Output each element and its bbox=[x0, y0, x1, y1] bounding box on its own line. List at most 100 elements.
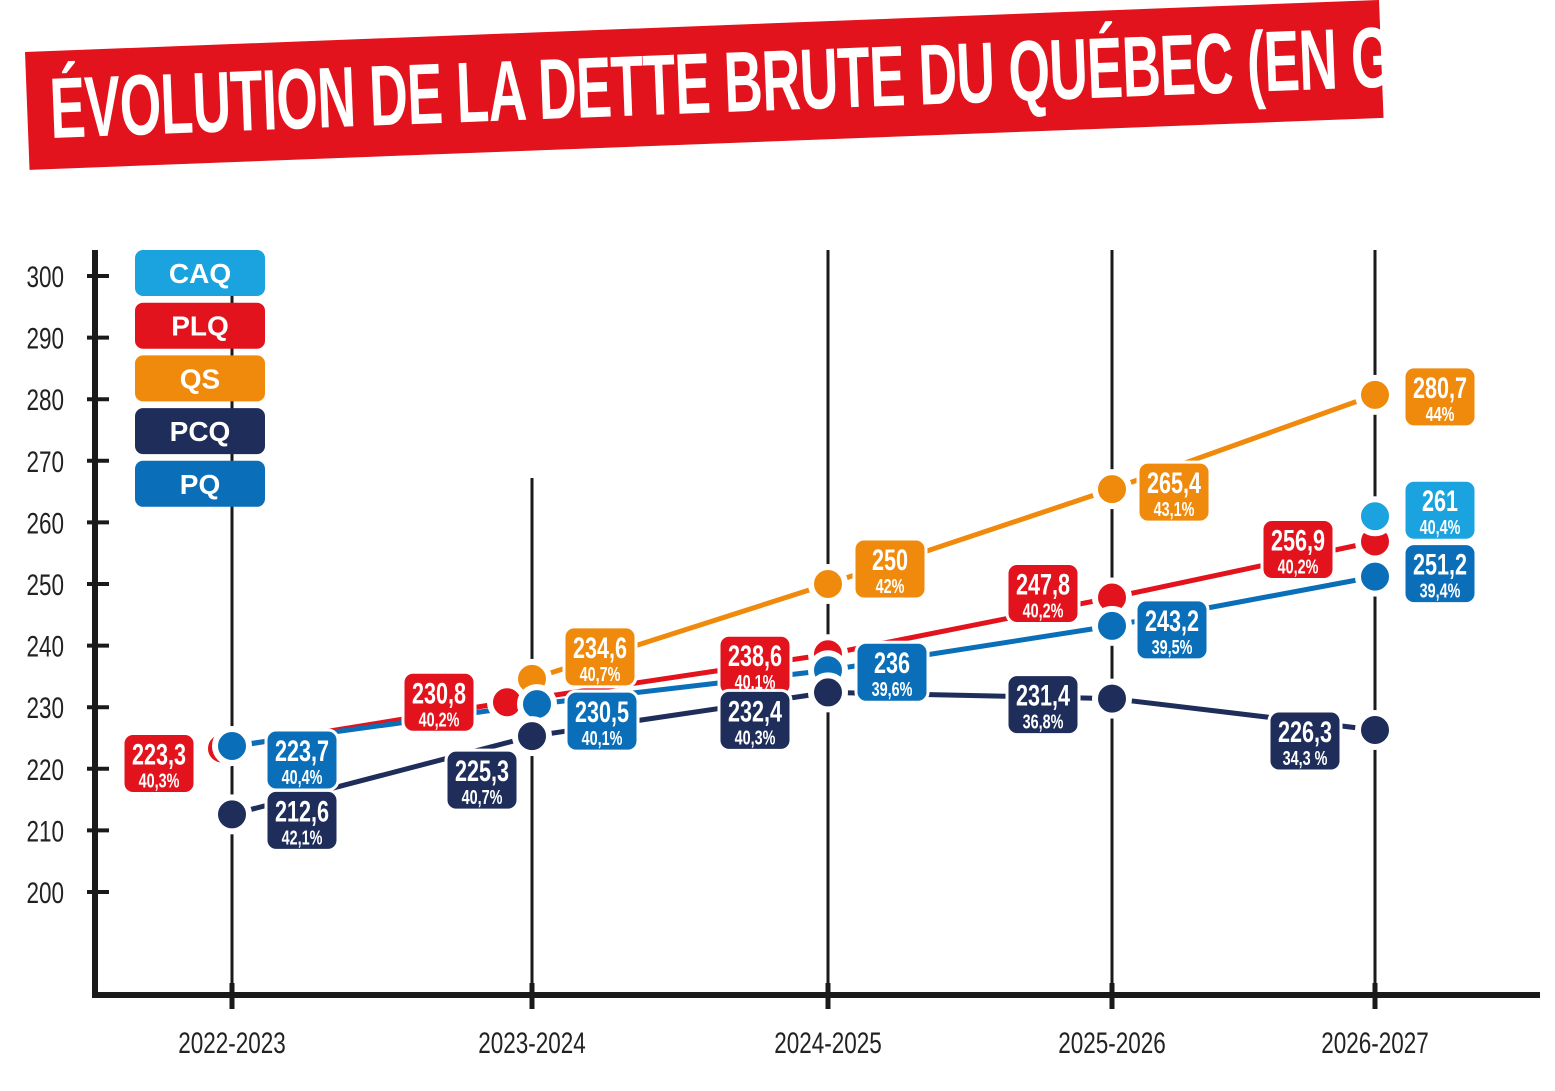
data-point-pcq bbox=[512, 716, 552, 757]
data-label-value: 226,3 bbox=[1278, 714, 1332, 748]
data-label-value: 230,8 bbox=[412, 676, 466, 710]
data-label-percent: 40,3% bbox=[139, 769, 180, 792]
data-label-plq: 247,840,2% bbox=[1005, 562, 1081, 626]
legend-label: PQ bbox=[180, 469, 220, 500]
data-label-value: 231,4 bbox=[1016, 678, 1070, 712]
legend-swatch bbox=[135, 355, 265, 402]
data-label-percent: 39,5% bbox=[1152, 636, 1193, 659]
data-label-value: 256,9 bbox=[1271, 523, 1325, 557]
data-label-plq: 223,340,3% bbox=[121, 731, 197, 795]
data-label-percent: 39,6% bbox=[872, 678, 913, 701]
data-label-percent: 39,4% bbox=[1420, 579, 1461, 602]
y-tick-label: 300 bbox=[26, 260, 64, 294]
data-label-pq: 223,740,4% bbox=[264, 728, 340, 792]
data-label-value: 234,6 bbox=[573, 630, 627, 664]
legend-swatch bbox=[135, 250, 265, 296]
data-label-value: 230,5 bbox=[575, 695, 629, 729]
x-tick-label: 2025-2026 bbox=[1058, 1026, 1166, 1060]
legend-label: QS bbox=[180, 363, 220, 394]
data-label-box bbox=[264, 788, 340, 852]
data-label-value: 243,2 bbox=[1145, 603, 1199, 637]
data-label-box bbox=[562, 625, 638, 689]
data-point-pcq bbox=[1355, 709, 1395, 750]
legend-swatch bbox=[135, 408, 265, 455]
data-label-value: 265,4 bbox=[1147, 466, 1201, 500]
data-label-plq: 230,840,2% bbox=[401, 670, 477, 734]
legend-item-qs: QS bbox=[135, 355, 265, 402]
data-point-pq bbox=[1092, 605, 1132, 646]
data-label-pcq: 232,440,3% bbox=[717, 688, 793, 752]
data-label-value: 247,8 bbox=[1016, 567, 1070, 601]
data-label-value: 232,4 bbox=[728, 694, 782, 728]
data-label-percent: 34,3 % bbox=[1283, 747, 1328, 770]
data-label-box bbox=[1267, 709, 1343, 773]
data-label-box bbox=[1136, 460, 1212, 524]
data-label-percent: 40,3% bbox=[735, 726, 776, 749]
data-label-box bbox=[1134, 598, 1210, 662]
legend-label: CAQ bbox=[169, 258, 231, 289]
legend-item-pcq: PCQ bbox=[135, 408, 265, 455]
legend-item-caq: CAQ bbox=[135, 250, 265, 296]
data-label-box bbox=[1402, 542, 1478, 606]
data-point-pq bbox=[1355, 556, 1395, 597]
series-line-qs bbox=[531, 392, 1376, 682]
data-label-pcq: 226,334,3 % bbox=[1267, 709, 1343, 773]
data-label-qs: 280,744% bbox=[1402, 365, 1478, 429]
data-label-qs: 234,640,7% bbox=[562, 625, 638, 689]
data-label-box bbox=[1005, 673, 1081, 737]
data-label-pcq: 212,642,1% bbox=[264, 788, 340, 852]
legend-label: PLQ bbox=[171, 311, 229, 342]
data-point-pcq bbox=[212, 794, 252, 835]
data-label-value: 212,6 bbox=[275, 794, 329, 828]
data-label-value: 280,7 bbox=[1413, 370, 1467, 404]
data-label-qs: 265,443,1% bbox=[1136, 460, 1212, 524]
data-label-box bbox=[1402, 365, 1478, 429]
data-label-pcq: 225,340,7% bbox=[444, 748, 520, 812]
data-label-percent: 43,1% bbox=[1154, 498, 1195, 521]
data-label-box bbox=[1005, 562, 1081, 626]
data-point-qs bbox=[1355, 374, 1395, 415]
data-label-value: 251,2 bbox=[1413, 547, 1467, 581]
data-point-pq bbox=[212, 726, 252, 767]
legend-swatch bbox=[135, 302, 265, 349]
data-label-pq: 230,540,1% bbox=[564, 689, 640, 753]
x-tick-label: 2026-2027 bbox=[1321, 1026, 1429, 1060]
data-label-percent: 44% bbox=[1426, 403, 1455, 426]
data-point-caq bbox=[1355, 496, 1395, 537]
legend-item-pq: PQ bbox=[135, 460, 265, 507]
legend-item-plq: PLQ bbox=[135, 302, 265, 349]
data-label-box bbox=[1402, 478, 1478, 542]
data-label-percent: 36,8% bbox=[1023, 710, 1064, 733]
y-tick-label: 260 bbox=[26, 506, 64, 540]
data-point-pcq bbox=[1092, 678, 1132, 719]
data-label-percent: 40,7% bbox=[580, 663, 621, 686]
data-point-pq bbox=[517, 684, 557, 725]
data-label-box bbox=[121, 731, 197, 795]
data-label-percent: 42,1% bbox=[282, 826, 323, 849]
x-tick-label: 2022-2023 bbox=[178, 1026, 286, 1060]
data-point-qs bbox=[1092, 469, 1132, 510]
data-label-value: 236 bbox=[874, 646, 910, 680]
data-label-percent: 40,7% bbox=[462, 786, 503, 809]
data-label-box bbox=[717, 688, 793, 752]
data-label-value: 238,6 bbox=[728, 639, 782, 673]
x-tick-label: 2024-2025 bbox=[774, 1026, 882, 1060]
y-tick-label: 240 bbox=[26, 629, 64, 663]
data-label-box bbox=[444, 748, 520, 812]
data-label-value: 250 bbox=[872, 542, 908, 576]
data-label-value: 225,3 bbox=[455, 754, 509, 788]
data-label-percent: 42% bbox=[876, 575, 905, 598]
data-label-percent: 40,2% bbox=[419, 708, 460, 731]
data-label-pq: 251,239,4% bbox=[1402, 542, 1478, 606]
data-label-pcq: 231,436,8% bbox=[1005, 673, 1081, 737]
y-tick-label: 210 bbox=[26, 814, 64, 848]
legend-label: PCQ bbox=[170, 416, 231, 447]
data-label-box bbox=[401, 670, 477, 734]
data-label-percent: 40,1% bbox=[735, 671, 776, 694]
y-tick-label: 230 bbox=[26, 691, 64, 725]
data-label-box bbox=[564, 689, 640, 753]
legend-swatch bbox=[135, 460, 265, 507]
